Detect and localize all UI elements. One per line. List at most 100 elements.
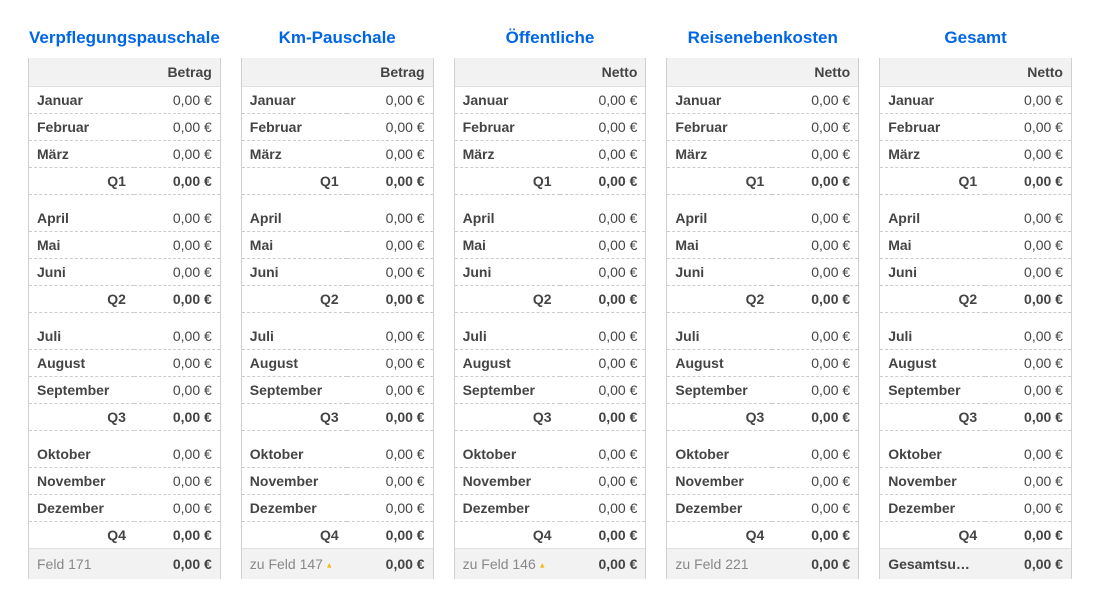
table-wrap: NettoJanuar0,00 €Februar0,00 €März0,00 €… (666, 58, 859, 579)
header-label (667, 58, 772, 87)
month-label: Februar (29, 114, 134, 141)
month-value: 0,00 € (772, 495, 858, 522)
quarter-label: Q1 (455, 168, 560, 195)
header-value: Netto (985, 58, 1071, 87)
cost-table: NettoJanuar0,00 €Februar0,00 €März0,00 €… (455, 58, 646, 579)
month-value: 0,00 € (134, 377, 220, 404)
header-label (880, 58, 985, 87)
month-label: Dezember (880, 495, 985, 522)
month-value: 0,00 € (134, 441, 220, 468)
month-value: 0,00 € (347, 495, 433, 522)
quarter-row: Q40,00 € (667, 522, 858, 549)
quarter-value: 0,00 € (772, 404, 858, 431)
month-label: Mai (242, 232, 347, 259)
header-value: Betrag (347, 58, 433, 87)
table-row: Oktober0,00 € (455, 441, 646, 468)
quarter-separator (667, 431, 858, 442)
table-row: Februar0,00 € (455, 114, 646, 141)
quarter-value: 0,00 € (560, 286, 646, 313)
cost-table: NettoJanuar0,00 €Februar0,00 €März0,00 €… (880, 58, 1071, 579)
month-label: September (880, 377, 985, 404)
cost-table: BetragJanuar0,00 €Februar0,00 €März0,00 … (29, 58, 220, 579)
table-row: August0,00 € (667, 350, 858, 377)
table-row: August0,00 € (242, 350, 433, 377)
table-row: Dezember0,00 € (667, 495, 858, 522)
month-value: 0,00 € (134, 114, 220, 141)
quarter-label: Q2 (29, 286, 134, 313)
month-value: 0,00 € (347, 441, 433, 468)
month-label: Mai (29, 232, 134, 259)
quarter-separator (455, 313, 646, 324)
month-value: 0,00 € (985, 114, 1071, 141)
month-value: 0,00 € (985, 205, 1071, 232)
month-label: März (242, 141, 347, 168)
month-label: Mai (880, 232, 985, 259)
month-label: September (455, 377, 560, 404)
table-row: August0,00 € (455, 350, 646, 377)
quarter-row: Q40,00 € (29, 522, 220, 549)
quarter-value: 0,00 € (985, 286, 1071, 313)
month-label: November (242, 468, 347, 495)
month-value: 0,00 € (347, 87, 433, 114)
quarter-row: Q30,00 € (455, 404, 646, 431)
quarter-label: Q2 (880, 286, 985, 313)
month-value: 0,00 € (985, 141, 1071, 168)
month-value: 0,00 € (560, 350, 646, 377)
table-row: September0,00 € (242, 377, 433, 404)
quarter-value: 0,00 € (347, 522, 433, 549)
month-label: Januar (242, 87, 347, 114)
quarter-row: Q10,00 € (242, 168, 433, 195)
table-row: November0,00 € (880, 468, 1071, 495)
month-label: April (242, 205, 347, 232)
quarter-label: Q1 (29, 168, 134, 195)
quarter-row: Q10,00 € (29, 168, 220, 195)
quarter-row: Q20,00 € (29, 286, 220, 313)
column-0: Verpflegungspauschale BetragJanuar0,00 €F… (28, 28, 221, 579)
month-value: 0,00 € (560, 441, 646, 468)
footer-label: Gesamtsumme (880, 549, 985, 580)
table-row: Juni0,00 € (29, 259, 220, 286)
month-value: 0,00 € (772, 232, 858, 259)
quarter-value: 0,00 € (560, 522, 646, 549)
column-title: Öffentliche (454, 28, 647, 48)
month-label: April (455, 205, 560, 232)
month-value: 0,00 € (134, 323, 220, 350)
table-wrap: BetragJanuar0,00 €Februar0,00 €März0,00 … (28, 58, 221, 579)
month-label: August (880, 350, 985, 377)
table-row: Oktober0,00 € (29, 441, 220, 468)
month-value: 0,00 € (985, 232, 1071, 259)
quarter-separator (455, 431, 646, 442)
table-row: März0,00 € (29, 141, 220, 168)
month-label: September (29, 377, 134, 404)
header-label (455, 58, 560, 87)
month-value: 0,00 € (347, 232, 433, 259)
month-value: 0,00 € (985, 495, 1071, 522)
column-title: Verpflegungspauschale (28, 28, 221, 48)
quarter-row: Q30,00 € (242, 404, 433, 431)
table-row: Januar0,00 € (880, 87, 1071, 114)
quarter-label: Q1 (880, 168, 985, 195)
quarter-value: 0,00 € (134, 286, 220, 313)
month-label: August (29, 350, 134, 377)
quarter-label: Q1 (667, 168, 772, 195)
table-row: Juli0,00 € (29, 323, 220, 350)
month-label: November (880, 468, 985, 495)
quarter-separator (880, 431, 1071, 442)
month-value: 0,00 € (560, 114, 646, 141)
month-value: 0,00 € (772, 87, 858, 114)
quarter-separator (29, 195, 220, 206)
table-row: Januar0,00 € (242, 87, 433, 114)
month-value: 0,00 € (560, 495, 646, 522)
month-value: 0,00 € (347, 323, 433, 350)
month-label: Februar (455, 114, 560, 141)
month-value: 0,00 € (347, 114, 433, 141)
month-value: 0,00 € (347, 205, 433, 232)
quarter-value: 0,00 € (347, 168, 433, 195)
month-value: 0,00 € (772, 323, 858, 350)
table-row: Februar0,00 € (880, 114, 1071, 141)
month-label: Juli (667, 323, 772, 350)
month-value: 0,00 € (985, 323, 1071, 350)
month-label: Oktober (242, 441, 347, 468)
cost-table: BetragJanuar0,00 €Februar0,00 €März0,00 … (242, 58, 433, 579)
quarter-separator (667, 195, 858, 206)
